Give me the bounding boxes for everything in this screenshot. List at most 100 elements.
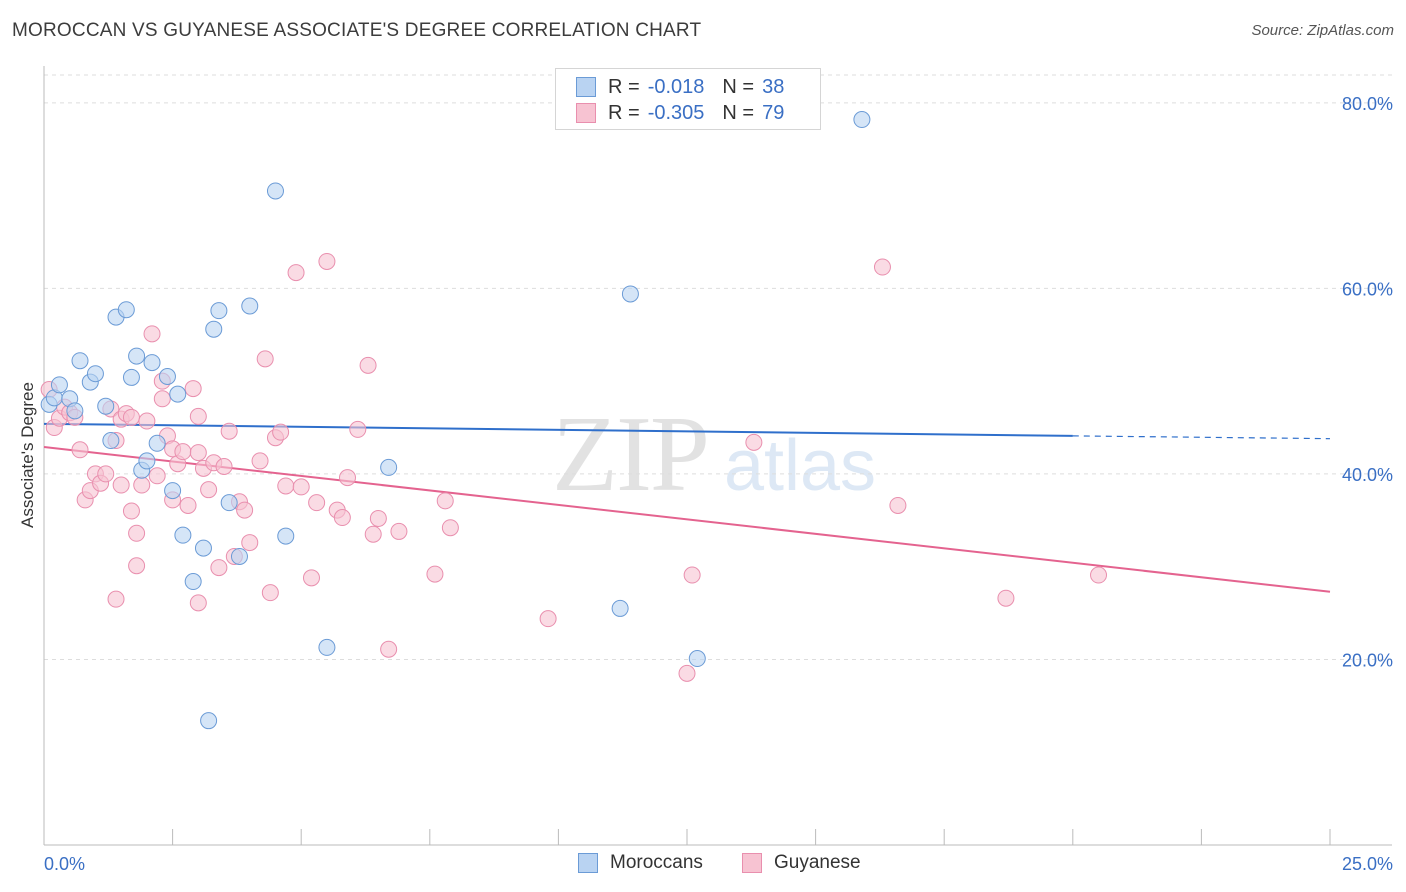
moroccan-point <box>688 650 706 668</box>
moroccan-point <box>230 547 248 565</box>
tick-labels: 20.0% 40.0% 60.0% 80.0% 0.0% 25.0% <box>44 94 1393 874</box>
guyanese-point <box>277 477 295 495</box>
y-axis-label: Associate's Degree <box>18 382 37 528</box>
moroccan-point <box>86 365 104 383</box>
moroccan-point <box>318 638 336 656</box>
guyanese-point <box>148 467 166 485</box>
x-tick-label: 0.0% <box>44 854 85 874</box>
watermark: ZIP atlas <box>552 395 876 514</box>
guyanese-point <box>359 356 377 374</box>
guyanese-point <box>683 566 701 584</box>
guyanese-point <box>122 502 140 520</box>
guyanese-point <box>200 481 218 499</box>
guyanese-point <box>436 492 454 510</box>
guyanese-point <box>251 452 269 470</box>
moroccan-point <box>164 482 182 500</box>
guyanese-point <box>364 525 382 543</box>
moroccans-swatch <box>576 77 596 97</box>
n-label: N = <box>722 101 755 124</box>
guyanese-point <box>128 524 146 542</box>
guyanese-point <box>426 565 444 583</box>
guyanese-point <box>889 496 907 514</box>
moroccan-point <box>66 402 84 420</box>
guyanese-point <box>333 509 351 527</box>
watermark-zip: ZIP <box>552 395 708 514</box>
guyanese-point <box>184 380 202 398</box>
guyanese-point <box>678 664 696 682</box>
y-tick-label: 40.0% <box>1342 465 1393 485</box>
guyanese-point <box>745 433 763 451</box>
y-tick-label: 80.0% <box>1342 94 1393 114</box>
legend-item-guyanese: Guyanese <box>742 852 861 874</box>
r-value: -0.305 <box>647 101 705 124</box>
guyanese-point <box>1090 566 1108 584</box>
guyanese-swatch <box>576 103 596 123</box>
data-points <box>40 111 1108 730</box>
guyanese-point <box>189 444 207 462</box>
guyanese-trend-line <box>43 446 1331 593</box>
guyanese-point <box>338 469 356 487</box>
guyanese-point <box>287 264 305 282</box>
guyanese-point <box>133 476 151 494</box>
moroccan-point <box>277 527 295 545</box>
guyanese-point <box>292 478 310 496</box>
moroccan-point <box>158 368 176 386</box>
guyanese-point <box>302 569 320 587</box>
r-label: R = <box>608 101 640 124</box>
n-label: N = <box>722 75 755 98</box>
n-value: 79 <box>762 101 785 124</box>
moroccan-point <box>611 599 629 617</box>
moroccan-point <box>194 539 212 557</box>
moroccans-trend-extension <box>1072 435 1331 440</box>
guyanese-point <box>349 420 367 438</box>
guyanese-point <box>138 412 156 430</box>
moroccan-point <box>380 458 398 476</box>
guyanese-point <box>107 590 125 608</box>
moroccan-point <box>210 302 228 320</box>
moroccan-point <box>148 434 166 452</box>
guyanese-point <box>153 390 171 408</box>
moroccan-point <box>122 368 140 386</box>
r-label: R = <box>608 75 640 98</box>
guyanese-point <box>220 422 238 440</box>
moroccan-point <box>117 301 135 319</box>
moroccan-point <box>138 452 156 470</box>
r-value: -0.018 <box>647 75 705 98</box>
guyanese-point <box>122 408 140 426</box>
guyanese-point <box>215 457 233 475</box>
guyanese-point <box>369 509 387 527</box>
moroccans-legend-label: Moroccans <box>610 852 703 873</box>
stats-legend: R = -0.018 N = 38 R = -0.305 N = 79 <box>555 68 821 130</box>
moroccan-point <box>241 297 259 315</box>
axes <box>43 66 1392 846</box>
chart-title: MOROCCAN VS GUYANESE ASSOCIATE'S DEGREE … <box>12 20 702 41</box>
moroccan-point <box>128 347 146 365</box>
x-tick-label: 25.0% <box>1342 854 1393 874</box>
n-value: 38 <box>762 75 785 98</box>
guyanese-point <box>241 534 259 552</box>
series-legend: Moroccans Guyanese <box>0 852 1406 876</box>
guyanese-point <box>143 325 161 343</box>
legend-item-moroccans: Moroccans <box>578 852 703 874</box>
y-tick-label: 60.0% <box>1342 279 1393 299</box>
guyanese-legend-label: Guyanese <box>774 852 861 873</box>
moroccan-point <box>102 432 120 450</box>
moroccan-point <box>174 526 192 544</box>
trend-lines <box>43 422 1331 593</box>
moroccan-point <box>184 573 202 591</box>
guyanese-point <box>189 594 207 612</box>
moroccan-point <box>169 385 187 403</box>
moroccan-point <box>97 397 115 415</box>
moroccan-point <box>200 712 218 730</box>
guyanese-point <box>112 476 130 494</box>
moroccan-point <box>621 285 639 303</box>
guyanese-point <box>71 441 89 459</box>
moroccan-point <box>71 352 89 370</box>
guyanese-point <box>256 350 274 368</box>
moroccans-legend-swatch <box>578 853 598 873</box>
moroccan-point <box>50 376 68 394</box>
y-tick-label: 20.0% <box>1342 650 1393 670</box>
legend-row-moroccans: R = -0.018 N = 38 <box>576 75 784 99</box>
guyanese-point <box>390 522 408 540</box>
